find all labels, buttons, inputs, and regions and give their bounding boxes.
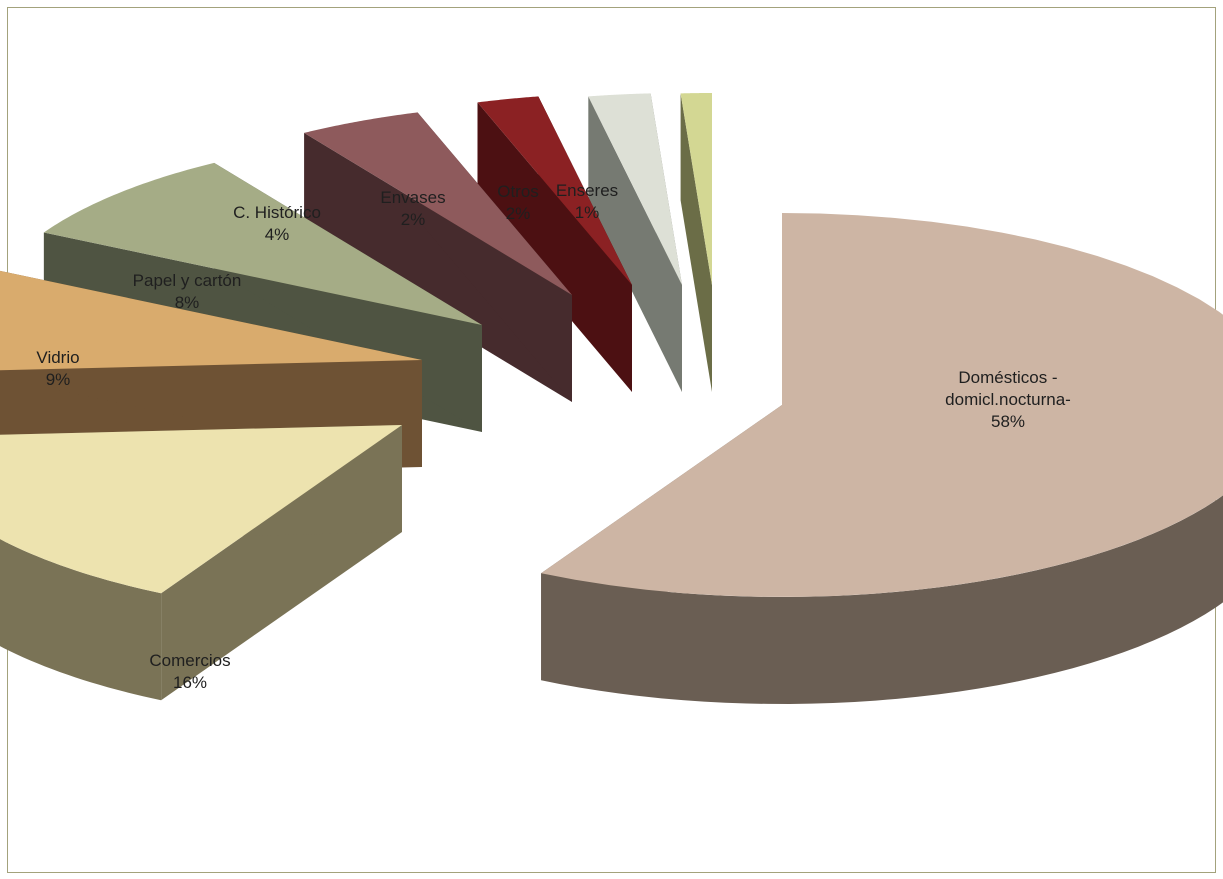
slice-label: C. Histórico 4% — [233, 203, 321, 244]
slice-label: Vidrio 9% — [36, 348, 79, 389]
slice-name-label: Domésticos - — [958, 368, 1057, 387]
slice-label: Comercios 16% — [149, 651, 230, 692]
pie-slice — [680, 93, 712, 392]
slice-name-label: Enseres — [556, 181, 618, 200]
slice-percent-label: 4% — [265, 225, 290, 244]
pie-slice-cut-face — [304, 132, 572, 402]
slice-percent-label: 9% — [46, 370, 71, 389]
pie-slice-side — [0, 539, 162, 701]
slices-layer — [0, 93, 1223, 704]
slice-label: Envases 2% — [380, 188, 445, 229]
slice-percent-label: 8% — [175, 293, 200, 312]
slice-name-label: Vidrio — [36, 348, 79, 367]
slice-label: Otros 2% — [497, 182, 539, 223]
slice-name-label: C. Histórico — [233, 203, 321, 222]
pie-slice-cut-face — [588, 96, 682, 392]
pie-slice-top — [680, 93, 712, 285]
pie-slice — [304, 112, 572, 402]
slice-percent-label: 16% — [173, 673, 207, 692]
slice-percent-label: 58% — [991, 412, 1025, 431]
slice-percent-label: 2% — [506, 204, 531, 223]
slice-name-label: Envases — [380, 188, 445, 207]
pie-slice-top — [304, 112, 572, 295]
pie-slice — [477, 96, 632, 392]
pie-slice-top — [541, 213, 1223, 597]
slice-name-label: Papel y cartón — [133, 271, 242, 290]
slice-percent-label: 2% — [401, 210, 426, 229]
pie-slice — [588, 93, 682, 392]
pie-slice-top — [0, 270, 422, 371]
labels-layer: Domésticos - domicl.nocturna- 58% Comercios… — [36, 181, 1070, 692]
slice-name-label: Otros — [497, 182, 539, 201]
pie-slice — [0, 425, 402, 701]
pie-slice-side — [541, 495, 1223, 704]
slice-label: Domésticos - domicl.nocturna- 58% — [945, 368, 1071, 431]
slice-name-label: domicl.nocturna- — [945, 390, 1071, 409]
slice-label: Enseres 1% — [556, 181, 618, 222]
pie-slice-top — [0, 425, 402, 594]
pie-slice-top — [477, 96, 632, 285]
pie-slice-cut-face — [477, 102, 632, 392]
pie-slice-cut-face — [680, 93, 712, 392]
pie-slice — [541, 213, 1223, 704]
slice-percent-label: 1% — [575, 203, 600, 222]
slice-name-label: Comercios — [149, 651, 230, 670]
pie-slice-top — [588, 93, 682, 285]
pie-slice-top — [43, 162, 483, 325]
slice-label: Papel y cartón 8% — [133, 271, 242, 312]
